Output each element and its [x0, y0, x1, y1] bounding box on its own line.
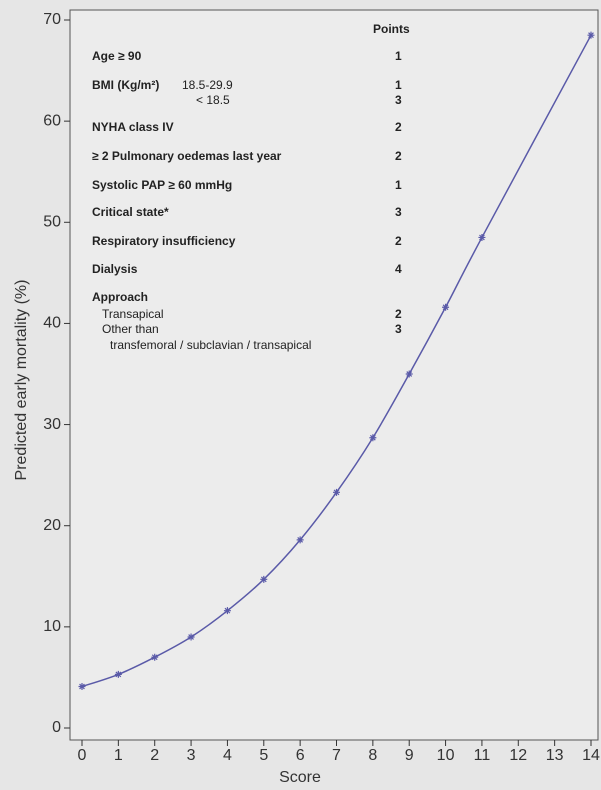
x-tick-label: 6 [296, 747, 305, 764]
table-points: 1 [395, 78, 402, 92]
x-tick-label: 1 [114, 747, 123, 764]
marker [296, 536, 304, 544]
x-tick-label: 14 [582, 747, 600, 764]
y-tick-label: 10 [43, 618, 61, 635]
table-points: 2 [395, 149, 402, 163]
table-points: 3 [395, 322, 402, 336]
table-label: Respiratory insufficiency [92, 234, 236, 248]
marker [223, 607, 231, 615]
table-label: NYHA class IV [92, 120, 174, 134]
x-tick-label: 10 [437, 747, 455, 764]
x-tick-label: 4 [223, 747, 232, 764]
table-option: 18.5-29.9 [182, 78, 233, 92]
table-label: ≥ 2 Pulmonary oedemas last year [92, 149, 282, 163]
x-axis-label: Score [279, 769, 321, 786]
table-points: 3 [395, 93, 402, 107]
x-tick-label: 12 [509, 747, 527, 764]
marker [587, 31, 595, 39]
marker [151, 653, 159, 661]
table-points: 3 [395, 205, 402, 219]
table-option: < 18.5 [196, 93, 230, 107]
table-option: Transapical [102, 307, 164, 321]
x-tick-label: 13 [546, 747, 564, 764]
x-tick-label: 3 [187, 747, 196, 764]
table-points: 1 [395, 178, 402, 192]
y-axis-label: Predicted early mortality (%) [13, 280, 30, 481]
y-tick-label: 70 [43, 11, 61, 28]
table-points: 2 [395, 234, 402, 248]
marker [187, 633, 195, 641]
y-tick-label: 30 [43, 416, 61, 433]
plot-frame [69, 9, 599, 741]
points-header: Points [373, 22, 410, 36]
y-tick-label: 40 [43, 315, 61, 332]
y-tick-label: 0 [52, 719, 61, 736]
table-label: BMI (Kg/m²) [92, 78, 159, 92]
x-tick-label: 7 [332, 747, 341, 764]
table-label: Critical state* [92, 205, 169, 219]
y-tick-label: 50 [43, 214, 61, 231]
table-label: Systolic PAP ≥ 60 mmHg [92, 178, 232, 192]
x-tick-label: 8 [368, 747, 377, 764]
y-tick-label: 20 [43, 517, 61, 534]
x-tick-label: 5 [259, 747, 268, 764]
line [81, 34, 592, 688]
table-label: Approach [92, 290, 148, 304]
marker [405, 370, 413, 378]
marker [260, 575, 268, 583]
table-points: 2 [395, 120, 402, 134]
marker [114, 670, 122, 678]
marker [369, 434, 377, 442]
table-points: 1 [395, 49, 402, 63]
marker [78, 683, 86, 691]
marker [442, 303, 450, 311]
x-tick-label: 9 [405, 747, 414, 764]
x-tick-label: 2 [150, 747, 159, 764]
x-tick-label: 11 [474, 747, 491, 764]
table-option-detail: transfemoral / subclavian / transapical [110, 338, 311, 352]
table-label: Dialysis [92, 262, 138, 276]
x-tick-label: 0 [78, 747, 87, 764]
table-points: 2 [395, 307, 402, 321]
table-label: Age ≥ 90 [92, 49, 142, 63]
y-tick-label: 60 [43, 112, 61, 129]
marker [478, 233, 486, 241]
marker [333, 488, 340, 496]
table-option: Other than [102, 322, 159, 336]
table-points: 4 [395, 262, 402, 276]
